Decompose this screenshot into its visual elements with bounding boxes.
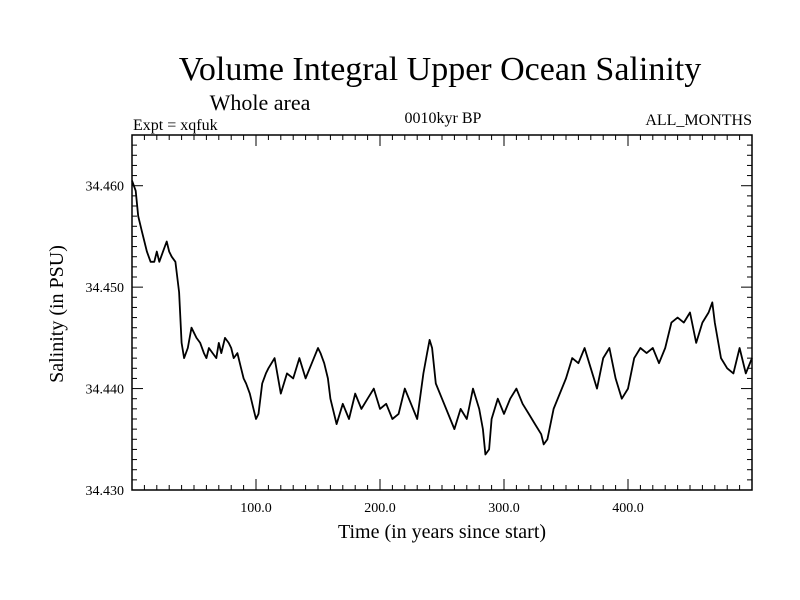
plot-frame xyxy=(131,134,753,491)
experiment-label: Expt = xqfuk xyxy=(133,117,218,134)
x-tick-label: 200.0 xyxy=(364,501,396,516)
y-tick-label: 34.450 xyxy=(86,281,125,296)
chart-title: Volume Integral Upper Ocean Salinity xyxy=(179,51,701,88)
months-label: ALL_MONTHS xyxy=(645,112,752,129)
period-label: 0010kyr BP xyxy=(405,110,482,127)
x-axis-label: Time (in years since start) xyxy=(338,521,546,543)
chart-subtitle: Whole area xyxy=(210,90,311,115)
y-tick-label: 34.460 xyxy=(86,180,125,195)
x-tick-label: 300.0 xyxy=(488,501,520,516)
y-axis-label: Salinity (in PSU) xyxy=(46,245,68,383)
x-tick-label: 100.0 xyxy=(240,501,272,516)
x-tick-label: 400.0 xyxy=(612,501,644,516)
y-axis-ticks xyxy=(132,144,752,481)
x-axis-ticks xyxy=(143,135,741,490)
x-axis-tick-labels: 100.0 200.0 300.0 400.0 xyxy=(240,501,644,516)
y-axis-tick-labels: 34.430 34.440 34.450 34.460 xyxy=(86,180,125,499)
y-tick-label: 34.430 xyxy=(86,484,125,499)
y-tick-label: 34.440 xyxy=(86,383,125,398)
salinity-series-line xyxy=(131,180,753,456)
